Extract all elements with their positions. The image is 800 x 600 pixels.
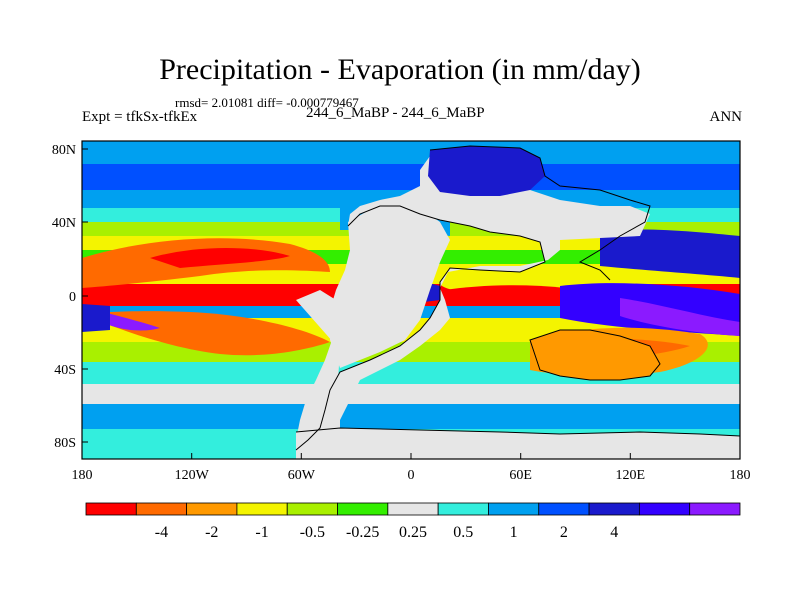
colorbar-box bbox=[186, 502, 238, 516]
colorbar-box bbox=[286, 502, 338, 516]
map-title: Precipitation - Evaporation (in mm/day) bbox=[159, 53, 641, 86]
colorbar-box bbox=[337, 502, 389, 516]
lon-tick-label: 60W bbox=[288, 468, 316, 483]
land-australia bbox=[530, 330, 660, 380]
coastline-east bbox=[429, 145, 651, 281]
map-field bbox=[82, 141, 740, 459]
field-band-southern-ocean bbox=[82, 404, 740, 429]
lon-tick-label: 180 bbox=[72, 468, 93, 483]
coastline-australia bbox=[529, 329, 661, 381]
colorbar-label: -0.5 bbox=[300, 524, 325, 541]
lat-tick-label: 80N bbox=[52, 143, 76, 158]
colorbar-label: -0.25 bbox=[346, 524, 379, 541]
colorbar-box bbox=[85, 502, 137, 516]
lat-tick-label: 40S bbox=[54, 363, 76, 378]
stats-line: rmsd= 2.01081 diff= -0.000779467 bbox=[175, 95, 359, 110]
field-north-pacific-core bbox=[150, 247, 290, 268]
land-south-america bbox=[296, 290, 340, 459]
experiment-label: Expt = tfkSx-tfkEx bbox=[82, 109, 198, 125]
field-warm-pool-core bbox=[620, 298, 740, 336]
lon-tick-label: 120E bbox=[616, 468, 646, 483]
field-pacific-wet bbox=[82, 304, 110, 332]
colorbar-label: 0.5 bbox=[453, 524, 473, 541]
lon-tick-label: 0 bbox=[408, 468, 415, 483]
colorbar-label: -4 bbox=[155, 524, 168, 541]
lon-axis: 180 120W 60W 0 60E 120E 180 bbox=[72, 453, 751, 483]
field-band-north-high bbox=[82, 164, 740, 190]
field-indian-north bbox=[440, 265, 600, 292]
case-names: 244_6_MaBP - 244_6_MaBP bbox=[306, 105, 485, 121]
colorbar-box bbox=[236, 502, 288, 516]
land-africa bbox=[330, 204, 450, 368]
colorbar-box bbox=[387, 502, 439, 516]
colorbar-label: 2 bbox=[560, 524, 568, 541]
colorbar-label: -1 bbox=[255, 524, 268, 541]
field-south-pacific-dry bbox=[82, 311, 330, 356]
colorbar-label: 4 bbox=[610, 524, 618, 541]
colorbar: -4 -2 -1 -0.5 -0.25 0.25 0.5 1 2 4 bbox=[85, 502, 741, 541]
field-band-south-dry bbox=[82, 384, 740, 404]
colorbar-box bbox=[689, 502, 741, 516]
season-label: ANN bbox=[709, 109, 743, 125]
field-north-west-pacific bbox=[600, 229, 740, 278]
land-antarctica bbox=[296, 428, 740, 459]
colorbar-box bbox=[638, 502, 691, 516]
colorbar-box bbox=[538, 502, 590, 516]
colorbar-box bbox=[437, 502, 489, 516]
lon-tick-label: 60E bbox=[509, 468, 532, 483]
lat-axis: 80N 40N 0 40S 80S bbox=[52, 143, 88, 451]
coastline-antarctica bbox=[295, 427, 740, 437]
colorbar-box bbox=[488, 502, 540, 516]
lon-tick-label: 180 bbox=[730, 468, 751, 483]
land-eurasia-africa bbox=[296, 156, 650, 459]
colorbar-box bbox=[588, 502, 640, 516]
lon-tick-label: 120W bbox=[175, 468, 210, 483]
lat-tick-label: 0 bbox=[69, 290, 76, 305]
colorbar-box bbox=[135, 502, 188, 516]
field-arctic-ocean bbox=[82, 141, 740, 162]
colorbar-label: 1 bbox=[510, 524, 518, 541]
colorbar-label: -2 bbox=[205, 524, 218, 541]
coastline-west bbox=[295, 205, 546, 451]
field-siberia-wet bbox=[428, 146, 545, 196]
lat-tick-label: 40N bbox=[52, 216, 76, 231]
colorbar-label: 0.25 bbox=[399, 524, 427, 541]
lat-tick-label: 80S bbox=[54, 436, 76, 451]
